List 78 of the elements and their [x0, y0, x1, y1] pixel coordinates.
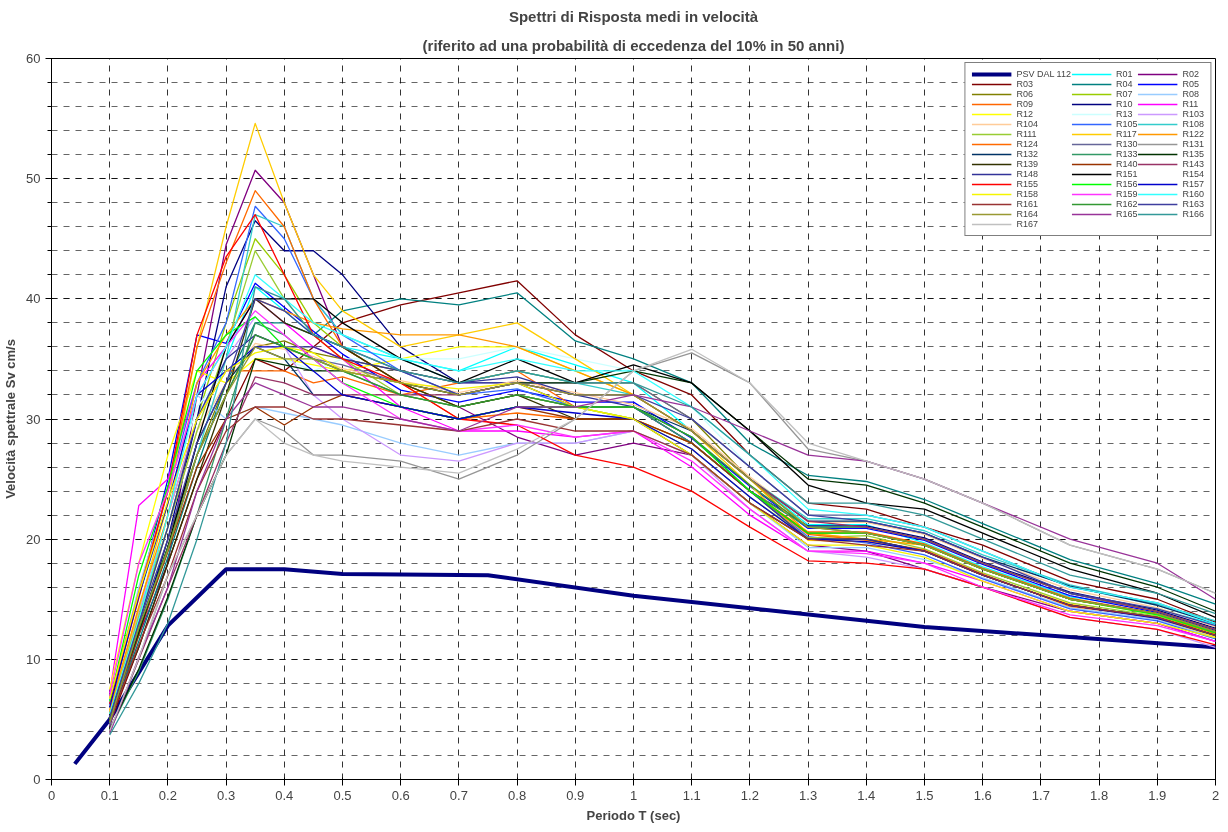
chart-subtitle: (riferito ad una probabilità di eccedenza del 10% in 50 anni) — [422, 36, 845, 54]
y-tick-label: 0 — [33, 772, 41, 787]
y-tick-label: 40 — [26, 291, 41, 307]
legend-label: R103 — [1182, 109, 1204, 119]
y-tick-label: 20 — [26, 531, 41, 547]
legend-label: R156 — [1115, 179, 1138, 189]
x-tick-label: 0.5 — [333, 787, 352, 803]
legend-label: R159 — [1115, 189, 1138, 199]
x-tick-label: 2 — [1211, 787, 1220, 803]
legend-label: R151 — [1115, 169, 1138, 179]
chart-title: Spettri di Risposta medi in velocità — [508, 7, 759, 25]
legend-label: R155 — [1016, 179, 1038, 189]
legend-label: R01 — [1115, 69, 1134, 79]
x-tick-label: 0.3 — [217, 787, 236, 803]
x-tick-label: 1.8 — [1090, 787, 1109, 803]
x-tick-label: 1.9 — [1148, 787, 1167, 803]
legend-label: R111 — [1016, 129, 1037, 139]
legend-label: R163 — [1182, 199, 1204, 209]
legend-label: R164 — [1016, 209, 1038, 219]
y-tick-label: 10 — [26, 651, 41, 667]
legend-label: R143 — [1182, 159, 1204, 169]
y-tick-label: 50 — [26, 171, 41, 187]
legend-label: R167 — [1016, 219, 1038, 229]
legend-label: R117 — [1115, 129, 1137, 139]
legend-label: R148 — [1016, 169, 1038, 179]
y-axis-title: Velocità spettrale Sv cm/s — [3, 339, 19, 499]
x-tick-label: 1.7 — [1031, 787, 1050, 803]
legend-label: R135 — [1182, 149, 1204, 159]
x-tick-label: 0.7 — [449, 787, 468, 803]
legend-label: R139 — [1016, 159, 1038, 169]
legend-label: R131 — [1182, 139, 1204, 149]
x-axis-title: Periodo T (sec) — [586, 807, 681, 823]
legend-label: R108 — [1182, 119, 1204, 129]
x-tick-label: 0.1 — [100, 787, 119, 803]
legend-label: R05 — [1182, 79, 1200, 89]
y-tick-label: 60 — [26, 51, 41, 66]
x-tick-label: 1.3 — [799, 787, 818, 803]
legend-label: R124 — [1016, 139, 1038, 149]
legend-label: R04 — [1115, 79, 1134, 89]
legend-label: R166 — [1182, 209, 1204, 219]
legend-label: R09 — [1016, 99, 1034, 109]
x-tick-label: 1.2 — [740, 787, 759, 803]
x-tick-label: 0.6 — [391, 787, 410, 803]
x-tick-label: 1 — [629, 787, 638, 803]
legend-label: R132 — [1016, 149, 1038, 159]
legend-label: R11 — [1182, 99, 1200, 109]
x-tick-label: 1.1 — [682, 787, 701, 803]
legend-label: R161 — [1016, 199, 1038, 209]
x-tick-label: 0.9 — [566, 787, 585, 803]
y-tick-label: 30 — [26, 411, 41, 427]
x-tick-label: 0.2 — [158, 787, 177, 803]
x-tick-label: 1.6 — [973, 787, 992, 803]
legend-label: R140 — [1115, 159, 1138, 169]
legend-label: R160 — [1182, 189, 1204, 199]
x-tick-label: 0 — [47, 787, 56, 803]
legend-label: R165 — [1115, 209, 1138, 219]
legend-label: R02 — [1182, 69, 1200, 79]
legend-label: R122 — [1182, 129, 1204, 139]
text: R154 — [1182, 169, 1204, 179]
legend-label: R104 — [1016, 119, 1038, 129]
legend-label: R130 — [1115, 139, 1138, 149]
legend-label: R12 — [1016, 109, 1034, 119]
legend-label: PSV DAL 112 — [1016, 69, 1071, 79]
legend-label: R133 — [1115, 149, 1138, 159]
legend-label: R162 — [1115, 199, 1138, 209]
x-tick-label: 0.4 — [275, 787, 294, 803]
x-tick-label: 1.4 — [857, 787, 876, 803]
legend-label: R105 — [1115, 119, 1138, 129]
x-tick-label: 1.5 — [915, 787, 934, 803]
legend-label: R13 — [1115, 109, 1134, 119]
x-tick-label: 0.8 — [508, 787, 527, 803]
legend-label: R06 — [1016, 89, 1034, 99]
legend-label: R158 — [1016, 189, 1038, 199]
legend-label: R03 — [1016, 79, 1034, 89]
legend-label: R07 — [1115, 89, 1134, 99]
legend-label: R08 — [1182, 89, 1200, 99]
legend-label: R157 — [1182, 179, 1204, 189]
legend-label: R10 — [1115, 99, 1134, 109]
